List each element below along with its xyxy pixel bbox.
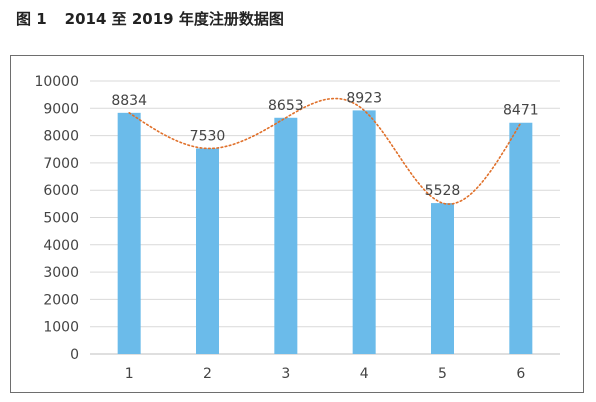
x-axis-tick-labels: 1 2 3 4 5 6 xyxy=(125,366,526,382)
data-label: 8653 xyxy=(268,98,304,114)
bar xyxy=(431,203,454,354)
trendline xyxy=(128,97,522,205)
bar xyxy=(196,148,219,354)
y-tick-label: 9000 xyxy=(43,101,79,117)
bars xyxy=(117,110,533,354)
y-tick-label: 4000 xyxy=(43,238,79,254)
data-labels: 8834 7530 8653 8923 5528 8471 xyxy=(111,90,538,199)
trendline-path xyxy=(128,97,522,205)
y-tick-label: 2000 xyxy=(43,292,79,308)
data-label: 8834 xyxy=(111,93,147,109)
data-label: 5528 xyxy=(425,183,461,199)
figure-number: 图 1 xyxy=(16,10,47,28)
y-tick-label: 3000 xyxy=(43,265,79,281)
x-tick-label: 2 xyxy=(203,366,212,382)
y-tick-label: 8000 xyxy=(43,129,79,145)
data-label: 8923 xyxy=(346,90,382,106)
bar xyxy=(352,110,376,354)
y-tick-label: 0 xyxy=(70,347,79,363)
bar xyxy=(117,112,141,354)
y-tick-label: 6000 xyxy=(43,183,79,199)
y-axis-tick-labels: 0 1000 2000 3000 4000 5000 6000 7000 8000 9000 100… xyxy=(34,74,79,363)
figure-title: 图 1 2014 至 2019 年度注册数据图 xyxy=(10,8,284,29)
data-label: 8471 xyxy=(503,103,539,119)
y-tick-label: 10000 xyxy=(34,74,79,90)
x-tick-label: 1 xyxy=(125,366,134,382)
x-tick-label: 3 xyxy=(281,366,290,382)
x-tick-label: 6 xyxy=(516,366,525,382)
gridlines xyxy=(90,80,560,355)
x-tick-label: 5 xyxy=(438,366,447,382)
y-tick-label: 5000 xyxy=(43,211,79,227)
y-tick-label: 1000 xyxy=(43,320,79,336)
bar xyxy=(509,122,533,354)
data-label: 7530 xyxy=(190,128,226,144)
bar xyxy=(274,117,298,354)
y-tick-label: 7000 xyxy=(43,156,79,172)
chart-frame xyxy=(10,55,584,393)
figure-caption: 2014 至 2019 年度注册数据图 xyxy=(64,10,284,28)
x-tick-label: 4 xyxy=(360,366,369,382)
